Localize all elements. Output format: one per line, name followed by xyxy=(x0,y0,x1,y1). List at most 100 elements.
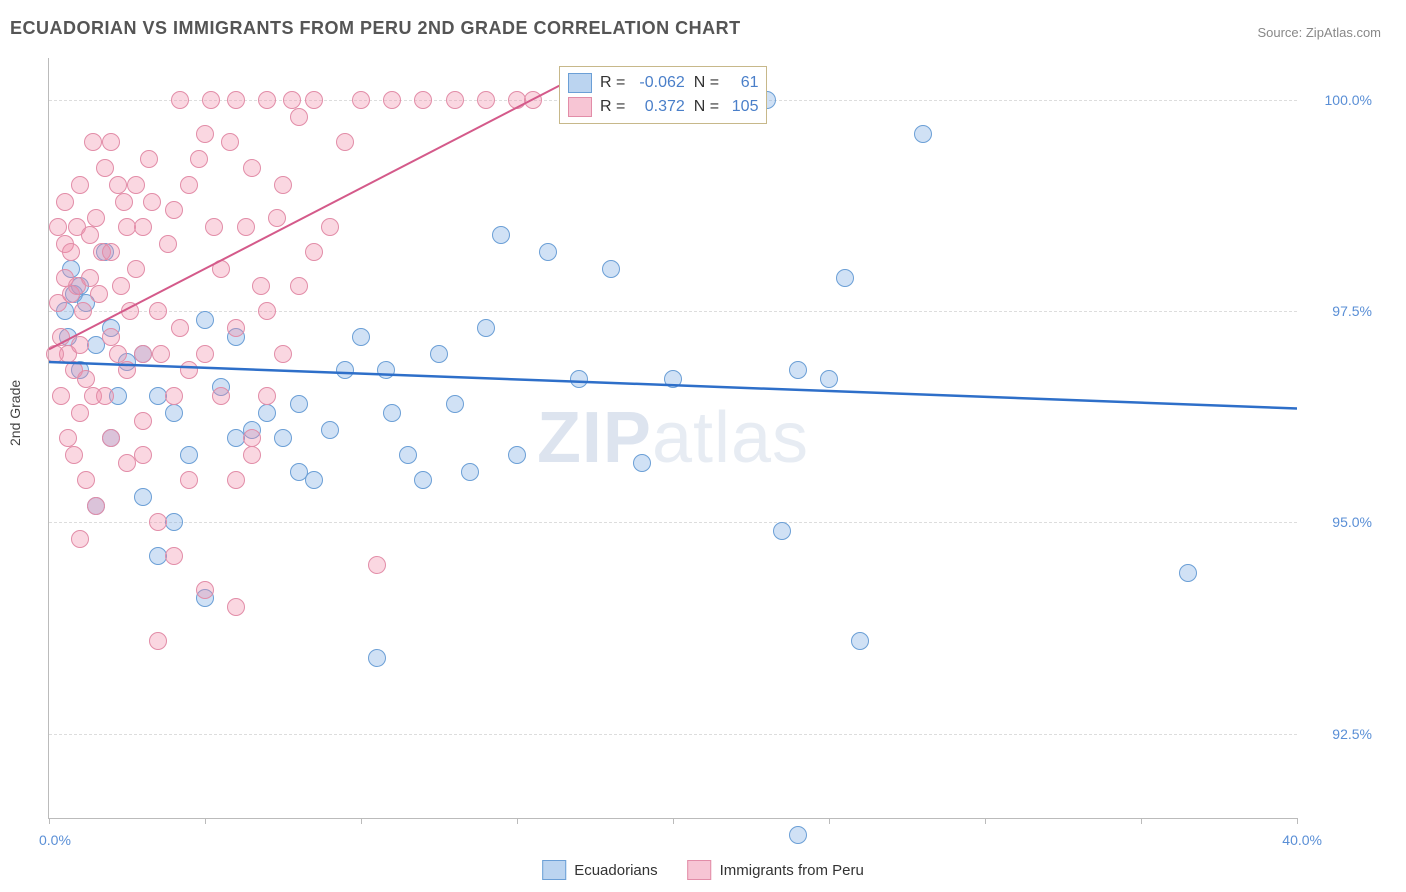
data-point-peru xyxy=(305,243,323,261)
data-point-ecuadorians xyxy=(492,226,510,244)
data-point-peru xyxy=(227,91,245,109)
data-point-ecuadorians xyxy=(446,395,464,413)
data-point-peru xyxy=(165,547,183,565)
data-point-ecuadorians xyxy=(836,269,854,287)
data-point-peru xyxy=(221,133,239,151)
data-point-peru xyxy=(71,530,89,548)
data-point-ecuadorians xyxy=(290,395,308,413)
data-point-peru xyxy=(102,429,120,447)
x-tick xyxy=(829,818,830,824)
x-tick xyxy=(49,818,50,824)
data-point-ecuadorians xyxy=(180,446,198,464)
data-point-peru xyxy=(274,176,292,194)
gridline xyxy=(49,311,1297,312)
data-point-ecuadorians xyxy=(851,632,869,650)
data-point-ecuadorians xyxy=(196,311,214,329)
data-point-peru xyxy=(159,235,177,253)
x-tick xyxy=(673,818,674,824)
data-point-peru xyxy=(202,91,220,109)
data-point-peru xyxy=(243,159,261,177)
data-point-peru xyxy=(305,91,323,109)
data-point-peru xyxy=(524,91,542,109)
data-point-peru xyxy=(118,218,136,236)
data-point-peru xyxy=(71,336,89,354)
data-point-peru xyxy=(477,91,495,109)
data-point-peru xyxy=(81,269,99,287)
data-point-peru xyxy=(102,328,120,346)
data-point-peru xyxy=(368,556,386,574)
data-point-ecuadorians xyxy=(1179,564,1197,582)
data-point-ecuadorians xyxy=(399,446,417,464)
data-point-peru xyxy=(180,176,198,194)
data-point-peru xyxy=(65,446,83,464)
data-point-peru xyxy=(336,133,354,151)
chart-area: ZIPatlas 92.5%95.0%97.5%100.0%0.0%40.0%R… xyxy=(48,58,1297,819)
x-tick xyxy=(1297,818,1298,824)
data-point-peru xyxy=(165,201,183,219)
data-point-ecuadorians xyxy=(789,826,807,844)
gridline xyxy=(49,734,1297,735)
data-point-peru xyxy=(252,277,270,295)
data-point-peru xyxy=(127,176,145,194)
data-point-peru xyxy=(71,404,89,422)
data-point-ecuadorians xyxy=(383,404,401,422)
data-point-peru xyxy=(352,91,370,109)
data-point-peru xyxy=(227,471,245,489)
data-point-peru xyxy=(140,150,158,168)
data-point-peru xyxy=(134,412,152,430)
stats-row-peru: R = 0.372 N = 105 xyxy=(568,95,758,119)
data-point-peru xyxy=(268,209,286,227)
data-point-ecuadorians xyxy=(258,404,276,422)
legend-swatch-blue xyxy=(542,860,566,880)
data-point-peru xyxy=(258,387,276,405)
data-point-peru xyxy=(171,91,189,109)
data-point-ecuadorians xyxy=(539,243,557,261)
data-point-peru xyxy=(180,471,198,489)
data-point-peru xyxy=(196,125,214,143)
x-tick xyxy=(361,818,362,824)
data-point-peru xyxy=(115,193,133,211)
bottom-legend: Ecuadorians Immigrants from Peru xyxy=(542,860,864,880)
x-tick xyxy=(517,818,518,824)
data-point-peru xyxy=(127,260,145,278)
stats-box: R = -0.062 N = 61R = 0.372 N = 105 xyxy=(559,66,767,124)
data-point-peru xyxy=(212,260,230,278)
data-point-ecuadorians xyxy=(290,463,308,481)
data-point-peru xyxy=(59,429,77,447)
data-point-ecuadorians xyxy=(165,513,183,531)
data-point-peru xyxy=(321,218,339,236)
data-point-ecuadorians xyxy=(368,649,386,667)
data-point-peru xyxy=(190,150,208,168)
data-point-peru xyxy=(62,243,80,261)
data-point-peru xyxy=(290,277,308,295)
data-point-peru xyxy=(112,277,130,295)
data-point-peru xyxy=(196,581,214,599)
data-point-ecuadorians xyxy=(461,463,479,481)
data-point-peru xyxy=(81,226,99,244)
data-point-ecuadorians xyxy=(321,421,339,439)
data-point-peru xyxy=(258,91,276,109)
y-tick-label: 92.5% xyxy=(1332,726,1372,742)
data-point-ecuadorians xyxy=(633,454,651,472)
x-tick xyxy=(1141,818,1142,824)
x-tick xyxy=(205,818,206,824)
legend-item-ecuadorians: Ecuadorians xyxy=(542,860,657,880)
stats-text: R = 0.372 N = 105 xyxy=(600,95,758,119)
data-point-ecuadorians xyxy=(789,361,807,379)
source-attribution: Source: ZipAtlas.com xyxy=(1257,25,1381,40)
data-point-ecuadorians xyxy=(773,522,791,540)
data-point-peru xyxy=(49,218,67,236)
y-tick-label: 95.0% xyxy=(1332,514,1372,530)
x-label-min: 0.0% xyxy=(39,832,71,848)
data-point-peru xyxy=(71,176,89,194)
data-point-peru xyxy=(283,91,301,109)
y-axis-title: 2nd Grade xyxy=(7,380,23,446)
data-point-peru xyxy=(121,302,139,320)
y-tick-label: 100.0% xyxy=(1325,92,1372,108)
data-point-ecuadorians xyxy=(570,370,588,388)
data-point-peru xyxy=(227,598,245,616)
data-point-peru xyxy=(87,497,105,515)
data-point-peru xyxy=(290,108,308,126)
data-point-peru xyxy=(446,91,464,109)
data-point-peru xyxy=(118,361,136,379)
